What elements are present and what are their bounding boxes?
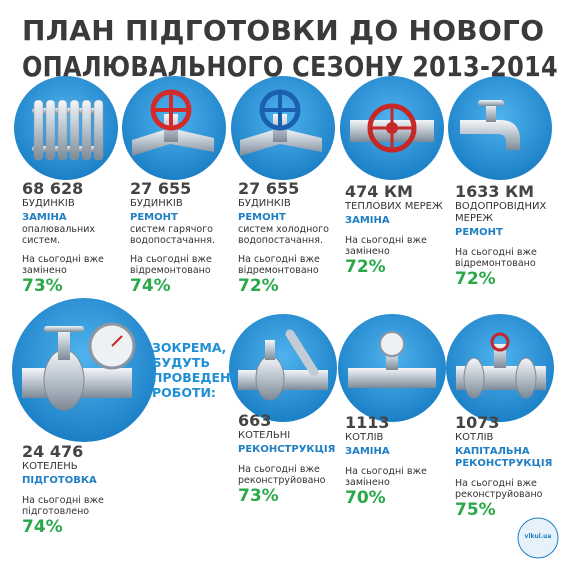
stat-number: 1073 — [455, 413, 500, 432]
stat-note: На сьогодні вже відремонтовано — [238, 254, 320, 276]
stat-unit: БУДИНКІВ — [130, 198, 183, 209]
icon-gauge — [338, 314, 446, 422]
icon-heat-network — [340, 76, 444, 180]
icon-tap — [448, 76, 552, 180]
stat-block: 474 КМ ТЕПЛОВИХ МЕРЕЖ ЗАМІНА На сьогодні вж… — [345, 182, 453, 278]
title-line: ПЛАН ПІДГОТОВКИ ДО НОВОГО — [22, 14, 545, 47]
stat-number: 663 — [238, 411, 272, 430]
stat-block: 1113 КОТЛІВ ЗАМІНА На сьогодні вже замінено… — [345, 413, 453, 509]
stat-percent: 74% — [22, 517, 63, 537]
stat-note: На сьогодні вже підготовлено — [22, 495, 104, 517]
stat-block: 27 655 БУДИНКІВ РЕМОНТ систем холодного вод… — [238, 179, 346, 297]
icon-radiator — [14, 76, 118, 180]
icon-hot-valve — [122, 76, 226, 180]
stat-percent: 73% — [238, 486, 279, 506]
stat-note: На сьогодні вже відремонтовано — [130, 254, 212, 276]
stat-block: 27 655 БУДИНКІВ РЕМОНТ систем гарячого водо… — [130, 179, 238, 297]
icon-cold-valve — [231, 76, 335, 180]
stat-note: На сьогодні вже замінено — [22, 254, 104, 276]
stat-block: 663 КОТЕЛЬНІ РЕКОНСТРУКЦІЯ На сьогодні вже … — [238, 411, 346, 507]
icon-valve-wrench — [229, 314, 337, 422]
stat-number: 1113 — [345, 413, 390, 432]
stat-percent: 72% — [238, 276, 279, 296]
stat-unit: БУДИНКІВ — [22, 198, 75, 209]
stat-unit: КОТЕЛЬНІ — [238, 430, 291, 441]
stat-block: 68 628 БУДИНКІВ ЗАМІНА опалювальних систем.… — [22, 179, 130, 297]
stat-unit: ТЕПЛОВИХ МЕРЕЖ — [345, 201, 443, 212]
stat-block: 24 476 КОТЕЛЕНЬ ПІДГОТОВКА На сьогодні вже … — [22, 442, 130, 538]
stat-unit: КОТЛІВ — [455, 432, 494, 443]
stat-percent: 70% — [345, 488, 386, 508]
stat-action: РЕМОНТ — [455, 227, 503, 238]
stat-note: На сьогодні вже замінено — [345, 235, 427, 257]
stat-action: РЕМОНТ — [130, 212, 178, 223]
stat-action: КАПІТАЛЬНА РЕКОНСТРУКЦІЯ — [455, 446, 553, 469]
stat-percent: 75% — [455, 500, 496, 520]
stat-detail: систем холодного водопостачання. — [238, 224, 329, 246]
stat-number: 27 655 — [130, 179, 192, 198]
logo-text: vlkul.ua — [524, 533, 552, 540]
stat-unit: ВОДОПРОВІДНИХ МЕРЕЖ — [455, 201, 547, 224]
stat-number: 68 628 — [22, 179, 84, 198]
stat-percent: 73% — [22, 276, 63, 296]
stat-action: РЕМОНТ — [238, 212, 286, 223]
stat-percent: 72% — [345, 257, 386, 277]
stat-note: На сьогодні вже замінено — [345, 466, 427, 488]
stat-action: ПІДГОТОВКА — [22, 475, 97, 486]
icon-pipe-valve — [446, 314, 554, 422]
icon-boiler-house — [12, 298, 156, 442]
stat-action: ЗАМІНА — [345, 446, 390, 457]
stat-percent: 72% — [455, 269, 496, 289]
stat-percent: 74% — [130, 276, 171, 296]
stat-action: РЕКОНСТРУКЦІЯ — [238, 444, 336, 455]
stat-block: 1633 КМ ВОДОПРОВІДНИХ МЕРЕЖ РЕМОНТ На сього… — [455, 182, 563, 290]
stat-detail: систем гарячого водопостачання. — [130, 224, 215, 246]
logo-badge — [517, 517, 559, 559]
stat-note: На сьогодні вже реконструйовано — [238, 464, 326, 486]
stat-action: ЗАМІНА — [22, 212, 67, 223]
stat-note: На сьогодні вже реконструйовано — [455, 478, 543, 500]
stat-block: 1073 КОТЛІВ КАПІТАЛЬНА РЕКОНСТРУКЦІЯ На сьо… — [455, 413, 563, 521]
stat-unit: БУДИНКІВ — [238, 198, 291, 209]
stat-number: 474 КМ — [345, 182, 413, 201]
stat-number: 1633 КМ — [455, 182, 535, 201]
stat-unit: КОТЛІВ — [345, 432, 384, 443]
stat-number: 24 476 — [22, 442, 84, 461]
callout: ЗОКРЕМА, БУДУТЬ ПРОВЕДЕНІ РОБОТИ: — [152, 340, 236, 400]
stat-action: ЗАМІНА — [345, 215, 390, 226]
stat-number: 27 655 — [238, 179, 300, 198]
stat-unit: КОТЕЛЕНЬ — [22, 461, 78, 472]
stat-detail: опалювальних систем. — [22, 224, 96, 246]
stat-note: На сьогодні вже відремонтовано — [455, 247, 537, 269]
title-line: ОПАЛЮВАЛЬНОГО СЕЗОНУ 2013-2014 — [22, 50, 558, 83]
